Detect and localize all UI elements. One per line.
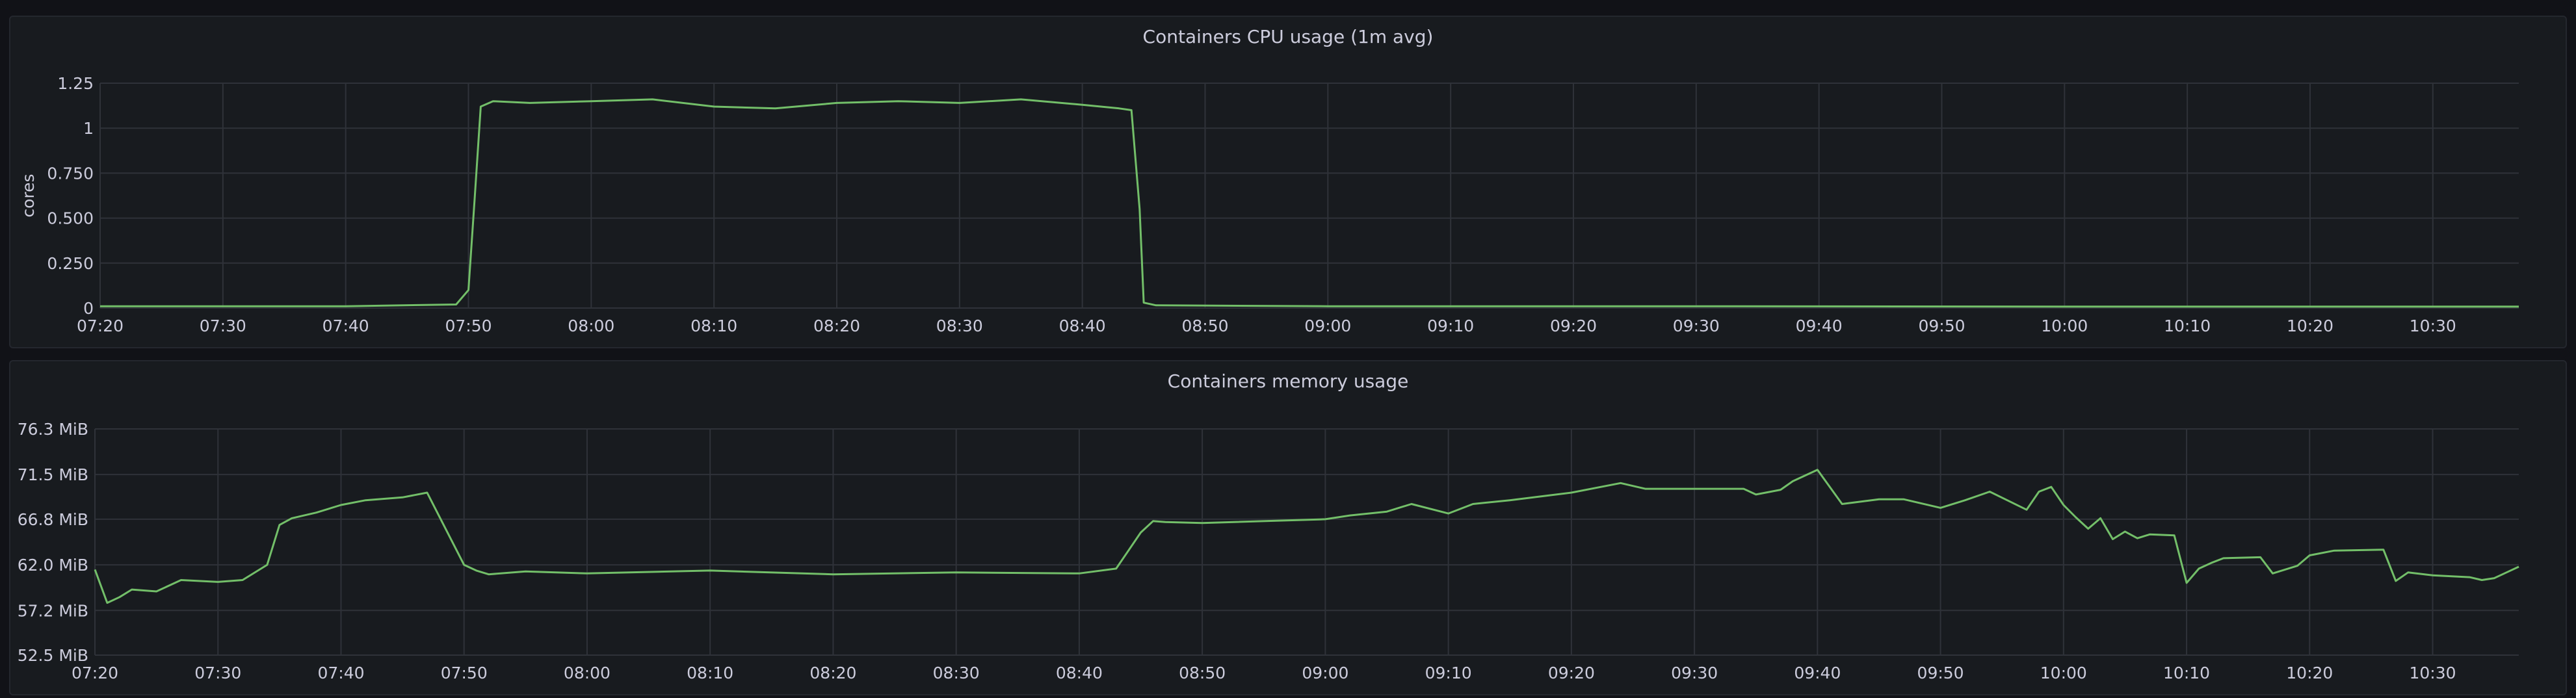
y-tick-label: 1 (83, 119, 94, 138)
x-tick-label: 07:20 (77, 317, 124, 335)
x-tick-label: 08:40 (1059, 317, 1106, 335)
x-tick-label: 08:40 (1056, 664, 1103, 682)
x-tick-label: 07:30 (194, 664, 241, 682)
y-tick-label: 0.250 (47, 254, 94, 273)
x-tick-label: 10:10 (2163, 664, 2210, 682)
cpu-panel-title[interactable]: Containers CPU usage (1m avg) (1142, 26, 1434, 47)
x-tick-label: 07:40 (322, 317, 369, 335)
x-tick-label: 09:10 (1425, 664, 1472, 682)
cpu-usage-chart: 0 0.250 0.500 0.750 1 1.25 07:20 07:30 07:40 07:5… (19, 74, 2519, 335)
series-line-0[interactable] (100, 98, 2519, 308)
x-tick-label: 09:40 (1794, 664, 1841, 682)
memory-panel-title[interactable]: Containers memory usage (1167, 370, 1409, 392)
x-tick-label: 09:50 (1918, 317, 1965, 335)
x-tick-label: 10:00 (2041, 317, 2088, 335)
y-axis-label: cores (19, 174, 38, 217)
x-tick-label: 08:20 (809, 664, 856, 682)
y-tick-label: 57.2 MiB (18, 601, 88, 620)
x-tick-label: 08:30 (933, 664, 980, 682)
y-tick-label: 62.0 MiB (18, 556, 88, 575)
memory-usage-chart: 52.5 MiB 57.2 MiB 62.0 MiB 66.8 MiB 71.5 MiB… (18, 420, 2519, 682)
x-tick-label: 08:20 (813, 317, 860, 335)
y-tick-label: 0 (83, 299, 94, 318)
x-tick-label: 09:50 (1917, 664, 1964, 682)
x-tick-label: 09:40 (1796, 317, 1843, 335)
x-tick-label: 07:50 (441, 664, 488, 682)
x-tick-label: 08:00 (564, 664, 611, 682)
cpu-usage-panel: Containers CPU usage (1m avg) 0 0.250 0.50… (9, 16, 2567, 348)
y-tick-label: 1.25 (57, 74, 94, 93)
series-line-0[interactable] (94, 469, 2519, 604)
x-tick-label: 10:20 (2287, 317, 2333, 335)
x-tick-label: 09:00 (1304, 317, 1351, 335)
x-tick-label: 08:50 (1181, 317, 1228, 335)
x-tick-label: 07:20 (72, 664, 118, 682)
x-tick-label: 10:30 (2410, 664, 2456, 682)
y-tick-label: 0.500 (47, 209, 94, 228)
y-tick-label: 71.5 MiB (18, 465, 88, 484)
y-tick-label: 0.750 (47, 164, 94, 183)
x-tick-label: 09:30 (1673, 317, 1720, 335)
memory-usage-panel: Containers memory usage 52.5 MiB 57.2 MiB… (9, 360, 2567, 695)
x-tick-label: 08:50 (1179, 664, 1226, 682)
x-tick-label: 10:00 (2040, 664, 2087, 682)
x-tick-label: 10:20 (2286, 664, 2333, 682)
x-tick-label: 10:30 (2410, 317, 2456, 335)
x-tick-label: 09:20 (1548, 664, 1595, 682)
y-tick-label: 52.5 MiB (18, 646, 88, 665)
x-tick-label: 08:10 (687, 664, 733, 682)
x-tick-label: 10:10 (2164, 317, 2211, 335)
x-tick-label: 09:00 (1302, 664, 1348, 682)
y-tick-label: 66.8 MiB (18, 510, 88, 529)
x-tick-label: 08:30 (936, 317, 983, 335)
x-tick-label: 09:10 (1427, 317, 1474, 335)
x-tick-label: 07:50 (445, 317, 492, 335)
x-tick-label: 08:00 (568, 317, 614, 335)
x-tick-label: 07:30 (200, 317, 246, 335)
x-tick-label: 09:30 (1671, 664, 1718, 682)
y-tick-label: 76.3 MiB (18, 420, 88, 439)
x-tick-label: 09:20 (1550, 317, 1597, 335)
x-tick-label: 07:40 (317, 664, 364, 682)
x-tick-label: 08:10 (690, 317, 737, 335)
